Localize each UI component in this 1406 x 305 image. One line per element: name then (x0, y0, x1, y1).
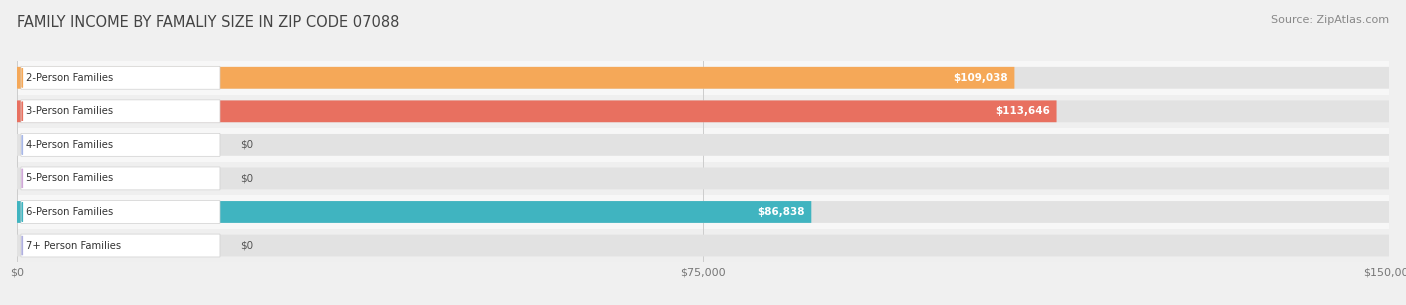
FancyBboxPatch shape (17, 201, 1389, 223)
FancyBboxPatch shape (17, 67, 1014, 89)
Text: 7+ Person Families: 7+ Person Families (27, 241, 121, 250)
Text: FAMILY INCOME BY FAMALIY SIZE IN ZIP CODE 07088: FAMILY INCOME BY FAMALIY SIZE IN ZIP COD… (17, 15, 399, 30)
FancyBboxPatch shape (17, 100, 1056, 122)
FancyBboxPatch shape (17, 195, 1389, 229)
FancyBboxPatch shape (21, 66, 219, 89)
Text: 3-Person Families: 3-Person Families (27, 106, 114, 116)
Text: $0: $0 (240, 174, 253, 183)
FancyBboxPatch shape (17, 162, 1389, 195)
FancyBboxPatch shape (17, 61, 1389, 95)
Text: Source: ZipAtlas.com: Source: ZipAtlas.com (1271, 15, 1389, 25)
FancyBboxPatch shape (17, 201, 811, 223)
Text: $0: $0 (240, 241, 253, 250)
Text: 5-Person Families: 5-Person Families (27, 174, 114, 183)
Text: 2-Person Families: 2-Person Families (27, 73, 114, 83)
FancyBboxPatch shape (17, 235, 1389, 257)
FancyBboxPatch shape (17, 229, 1389, 262)
Text: $113,646: $113,646 (995, 106, 1050, 116)
FancyBboxPatch shape (17, 167, 1389, 189)
FancyBboxPatch shape (21, 100, 219, 123)
FancyBboxPatch shape (17, 95, 1389, 128)
FancyBboxPatch shape (17, 134, 1389, 156)
Text: $0: $0 (240, 140, 253, 150)
FancyBboxPatch shape (21, 200, 219, 224)
FancyBboxPatch shape (21, 167, 219, 190)
Text: 6-Person Families: 6-Person Families (27, 207, 114, 217)
FancyBboxPatch shape (21, 133, 219, 156)
FancyBboxPatch shape (17, 100, 1389, 122)
FancyBboxPatch shape (21, 234, 219, 257)
FancyBboxPatch shape (17, 67, 1389, 89)
FancyBboxPatch shape (17, 128, 1389, 162)
Text: $109,038: $109,038 (953, 73, 1008, 83)
Text: $86,838: $86,838 (756, 207, 804, 217)
Text: 4-Person Families: 4-Person Families (27, 140, 114, 150)
